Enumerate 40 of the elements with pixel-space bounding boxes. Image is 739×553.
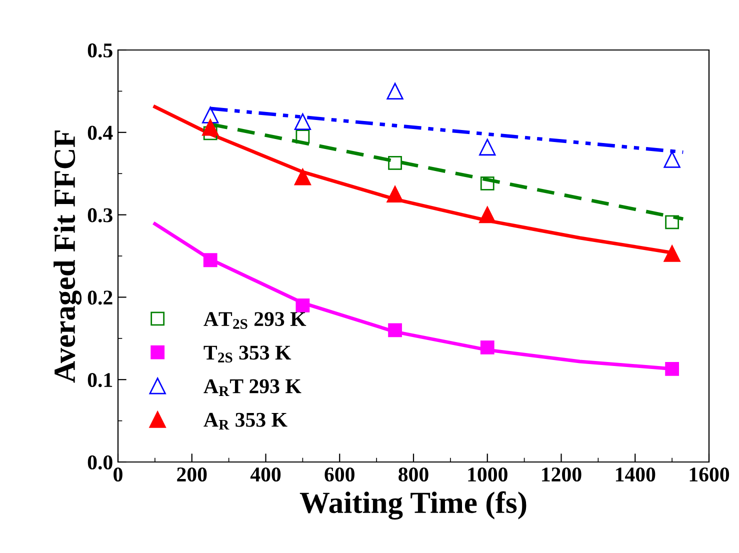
point (203, 253, 218, 268)
point (479, 138, 496, 156)
point (479, 206, 496, 224)
point (294, 168, 312, 186)
y-axis-title: Averaged Fit FFCF (54, 130, 82, 383)
point (202, 119, 219, 136)
y-tick-label: 0.2 (88, 290, 112, 305)
y-tick-label: 0.3 (88, 208, 112, 222)
point (664, 245, 680, 262)
point (665, 362, 680, 376)
x-tick-label: 0 (114, 467, 122, 482)
y-tick-label: 0.1 (88, 372, 112, 388)
y-tick-label: 0.5 (88, 43, 112, 58)
x-tick-label: 1400 (616, 467, 656, 482)
point (480, 176, 494, 190)
x-tick-label: 1600 (690, 467, 730, 482)
point (296, 130, 310, 144)
point (665, 215, 680, 230)
point (480, 340, 494, 354)
legend-label: AT$_{2S}$ 293 K (204, 312, 306, 329)
x-tick-label: 600 (324, 467, 354, 482)
x-tick-label: 1200 (542, 467, 582, 482)
legend-label: A$_{R}$T 293 K (204, 379, 302, 396)
point (296, 298, 310, 312)
y-tick-label: 0.0 (88, 455, 112, 470)
point (388, 156, 402, 170)
x-tick-label: 1000 (468, 467, 508, 482)
point (664, 151, 680, 168)
point (388, 323, 402, 338)
x-axis-title: Waiting Time (fs) (300, 491, 526, 520)
x-tick-label: 200 (177, 467, 207, 482)
legend-label: T$_{2S}$ 353 K (204, 346, 292, 362)
point (386, 82, 404, 100)
legend-label: A$_{R}$ 353 K (204, 412, 288, 430)
x-tick-label: 400 (250, 467, 281, 482)
y-tick-label: 0.4 (88, 126, 113, 140)
point (386, 186, 404, 203)
x-tick-label: 800 (398, 467, 428, 482)
point (294, 113, 312, 130)
point (202, 106, 219, 124)
